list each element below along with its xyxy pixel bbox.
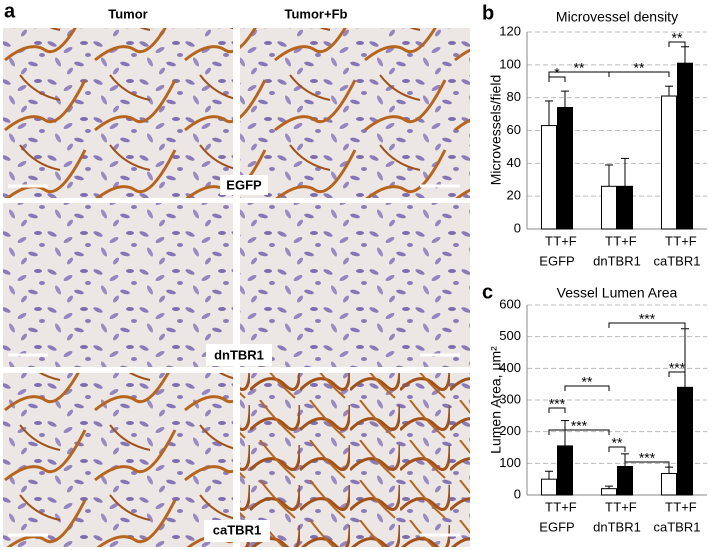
bar bbox=[661, 472, 677, 496]
significance-label: ** bbox=[612, 435, 623, 451]
series-label: T bbox=[605, 233, 613, 248]
bar bbox=[617, 185, 633, 230]
significance-bracket bbox=[608, 71, 670, 77]
bar bbox=[661, 95, 677, 230]
series-label: T+F bbox=[673, 233, 697, 248]
micrograph-overlay bbox=[3, 28, 233, 198]
bar bbox=[601, 185, 617, 230]
series-label: T+F bbox=[613, 499, 637, 514]
column-header: Tumor bbox=[108, 6, 147, 21]
series-label: T bbox=[545, 499, 553, 514]
bar bbox=[557, 107, 573, 230]
significance-bracket bbox=[624, 461, 670, 467]
panel-label: c bbox=[482, 281, 493, 303]
y-tick-label: 600 bbox=[499, 296, 521, 311]
series-label: T+F bbox=[673, 499, 697, 514]
bar bbox=[677, 386, 693, 496]
significance-bracket bbox=[608, 322, 686, 328]
significance-bracket bbox=[548, 76, 566, 82]
micrograph-overlay bbox=[240, 373, 470, 547]
micrograph bbox=[240, 203, 470, 367]
row-label: caTBR1 bbox=[213, 522, 261, 537]
series-label: T+F bbox=[553, 233, 577, 248]
significance-label: * bbox=[554, 65, 560, 81]
y-tick-label: 500 bbox=[499, 328, 521, 343]
row-label: EGFP bbox=[226, 177, 262, 192]
significance-label: *** bbox=[639, 311, 656, 327]
bar bbox=[617, 466, 633, 496]
significance-bracket bbox=[564, 385, 610, 391]
significance-bracket bbox=[608, 446, 626, 452]
bar bbox=[601, 488, 617, 496]
x-tick-label: dnTBR1 bbox=[593, 519, 641, 534]
significance-label: *** bbox=[639, 450, 656, 466]
significance-bracket bbox=[668, 41, 686, 47]
significance-label: *** bbox=[549, 396, 566, 412]
bar bbox=[541, 125, 557, 230]
label-box bbox=[204, 520, 270, 542]
y-tick-label: 120 bbox=[499, 23, 521, 38]
series-label: T bbox=[665, 499, 673, 514]
y-tick-label: 200 bbox=[499, 423, 521, 438]
y-tick-label: 300 bbox=[499, 391, 521, 406]
label-box bbox=[220, 175, 268, 195]
significance-label: *** bbox=[669, 360, 686, 376]
micrographs: EGFP dnTBR1 caTBR1 bbox=[3, 28, 470, 547]
y-tick-label: 100 bbox=[499, 56, 521, 71]
y-tick-label: 20 bbox=[507, 188, 521, 203]
series-label: T bbox=[605, 499, 613, 514]
micrograph-overlay bbox=[240, 28, 470, 198]
scale-bars bbox=[8, 184, 460, 537]
panel-label: a bbox=[4, 0, 16, 22]
y-tick-label: 400 bbox=[499, 360, 521, 375]
label-box bbox=[206, 344, 272, 366]
significance-label: ** bbox=[582, 374, 593, 390]
chart-title: Microvessel density bbox=[556, 9, 678, 25]
y-tick-label: 0 bbox=[514, 486, 521, 501]
significance-bracket bbox=[548, 429, 610, 435]
significance-label: *** bbox=[571, 418, 588, 434]
significance-label: ** bbox=[574, 60, 585, 76]
y-tick-label: 0 bbox=[514, 220, 521, 235]
x-tick-label: caTBR1 bbox=[654, 519, 701, 534]
y-tick-label: 80 bbox=[507, 89, 521, 104]
micrograph-overlay bbox=[3, 373, 233, 547]
x-tick-label: EGFP bbox=[539, 519, 574, 534]
x-tick-label: EGFP bbox=[539, 253, 574, 268]
significance-bracket bbox=[548, 407, 566, 413]
significance-label: ** bbox=[672, 30, 683, 46]
y-tick-label: 60 bbox=[507, 122, 521, 137]
series-label: T+F bbox=[553, 499, 577, 514]
series-label: T+F bbox=[613, 233, 637, 248]
panel-label: b bbox=[482, 2, 494, 24]
bar bbox=[557, 445, 573, 496]
significance-label: ** bbox=[634, 60, 645, 76]
series-label: T bbox=[665, 233, 673, 248]
bar bbox=[677, 62, 693, 230]
micrograph bbox=[3, 203, 233, 367]
significance-bracket bbox=[668, 371, 686, 377]
y-axis-label: Lumen Area, μm² bbox=[488, 346, 504, 454]
chart-title: Vessel Lumen Area bbox=[557, 285, 678, 301]
y-tick-label: 100 bbox=[499, 455, 521, 470]
x-tick-label: dnTBR1 bbox=[593, 253, 641, 268]
row-label: dnTBR1 bbox=[214, 347, 264, 362]
y-tick-label: 40 bbox=[507, 155, 521, 170]
bar bbox=[541, 478, 557, 496]
series-label: T bbox=[545, 233, 553, 248]
x-tick-label: caTBR1 bbox=[654, 253, 701, 268]
column-header: Tumor+Fb bbox=[285, 6, 348, 21]
y-axis-label: Microvessels/field bbox=[488, 75, 504, 185]
